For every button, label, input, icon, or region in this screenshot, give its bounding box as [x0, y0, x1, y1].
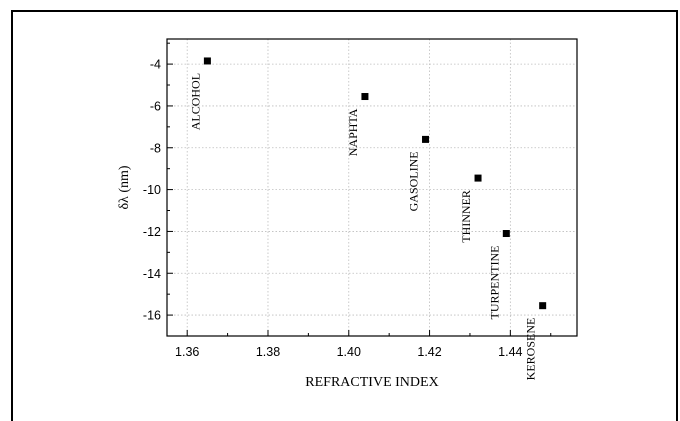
y-axis-title: δλ (nm)	[117, 165, 132, 209]
data-points: ALCOHOL NAPHTA GASOLINE THINNER TURPENTINE KE…	[188, 57, 547, 381]
y-tick-label: -8	[150, 141, 161, 155]
y-tick-label: -12	[143, 225, 161, 239]
data-point	[361, 93, 369, 101]
y-tick-label: -14	[143, 267, 161, 281]
x-axis-title: REFRACTIVE INDEX	[305, 375, 438, 390]
point-label: ALCOHOL	[188, 73, 202, 130]
data-point	[539, 302, 547, 310]
point-label: THINNER	[459, 190, 473, 243]
y-tick-label: -16	[143, 309, 161, 323]
data-point	[474, 174, 482, 182]
plot-area	[166, 38, 578, 337]
point-label: TURPENTINE	[487, 246, 501, 320]
y-tick-label: -10	[143, 183, 161, 197]
point-label: NAPHTA	[346, 108, 360, 156]
grid-layer	[167, 39, 577, 336]
tick-layer: 1.36 1.38 1.40 1.42 1.44 -4 -6 -8 -10 -12 -14 -16	[143, 42, 552, 359]
data-point	[422, 135, 430, 143]
point-label: KEROSENE	[524, 318, 538, 381]
data-point	[502, 230, 510, 238]
figure-frame	[11, 10, 678, 421]
x-tick-label: 1.44	[498, 345, 522, 359]
x-tick-label: 1.42	[417, 345, 441, 359]
y-tick-label: -6	[150, 99, 161, 113]
data-point	[203, 57, 211, 65]
x-tick-label: 1.38	[256, 345, 280, 359]
x-tick-label: 1.40	[337, 345, 361, 359]
point-label: GASOLINE	[407, 151, 421, 211]
y-tick-label: -4	[150, 58, 161, 72]
x-tick-label: 1.36	[175, 345, 199, 359]
